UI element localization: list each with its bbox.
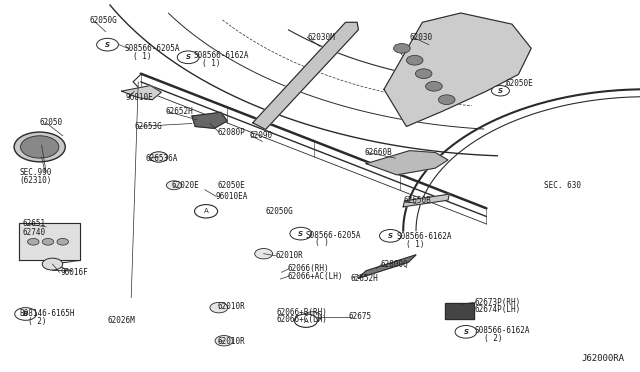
Text: 62050G: 62050G — [266, 207, 293, 216]
Text: 62653G: 62653G — [134, 122, 162, 131]
Polygon shape — [253, 22, 358, 129]
Text: 62090: 62090 — [250, 131, 273, 140]
Circle shape — [294, 314, 317, 327]
Polygon shape — [384, 13, 531, 126]
Text: (62310): (62310) — [19, 176, 52, 185]
Text: 62066+B(RH): 62066+B(RH) — [276, 308, 327, 317]
Text: SEC. 630: SEC. 630 — [544, 182, 581, 190]
Text: 62675: 62675 — [349, 312, 372, 321]
Text: 62030M: 62030M — [307, 33, 335, 42]
Circle shape — [303, 312, 321, 322]
Text: 62030: 62030 — [410, 33, 433, 42]
Text: S08566-6162A: S08566-6162A — [475, 326, 531, 335]
Text: S: S — [186, 54, 191, 60]
Text: 62650B: 62650B — [403, 196, 431, 205]
Text: ( 1): ( 1) — [406, 240, 424, 249]
Circle shape — [42, 238, 54, 245]
Circle shape — [177, 51, 199, 64]
Text: S: S — [105, 42, 110, 48]
Circle shape — [15, 308, 36, 320]
Circle shape — [426, 81, 442, 91]
Text: 62673P(RH): 62673P(RH) — [475, 298, 521, 307]
Text: S: S — [298, 231, 303, 237]
Text: S: S — [498, 88, 503, 94]
Text: 62066(RH): 62066(RH) — [288, 264, 330, 273]
Text: 62010R: 62010R — [275, 251, 303, 260]
Polygon shape — [403, 194, 449, 207]
Circle shape — [210, 302, 228, 313]
Text: S08566-6205A: S08566-6205A — [125, 44, 180, 53]
Text: S: S — [388, 233, 393, 239]
Text: 62066+C(LH): 62066+C(LH) — [276, 315, 327, 324]
Text: 62066+AC(LH): 62066+AC(LH) — [288, 272, 344, 280]
Text: 62652H: 62652H — [351, 274, 378, 283]
Text: 62020E: 62020E — [172, 182, 199, 190]
Text: 62800Q: 62800Q — [381, 260, 408, 269]
Text: 96010EA: 96010EA — [215, 192, 248, 201]
Circle shape — [57, 238, 68, 245]
Text: 96010E: 96010E — [125, 93, 153, 102]
Text: ( 1): ( 1) — [133, 52, 152, 61]
Text: 62010R: 62010R — [218, 337, 245, 346]
Circle shape — [195, 205, 218, 218]
Text: SEC.990: SEC.990 — [19, 169, 52, 177]
Text: ( ): ( ) — [315, 238, 329, 247]
Text: B: B — [23, 311, 28, 317]
Text: 62050E: 62050E — [218, 182, 245, 190]
Text: 62050: 62050 — [40, 118, 63, 127]
Circle shape — [42, 258, 63, 270]
Polygon shape — [122, 86, 161, 100]
Text: S08566-6162A: S08566-6162A — [397, 232, 452, 241]
Text: ( 2): ( 2) — [28, 317, 47, 326]
Circle shape — [492, 86, 509, 96]
Text: 62080P: 62080P — [218, 128, 245, 137]
Text: 62050G: 62050G — [90, 16, 117, 25]
Text: 62652H: 62652H — [165, 107, 193, 116]
Circle shape — [380, 230, 401, 242]
Text: ( 2): ( 2) — [484, 334, 502, 343]
Polygon shape — [192, 112, 227, 128]
Circle shape — [215, 336, 233, 346]
Circle shape — [406, 55, 423, 65]
Circle shape — [20, 136, 59, 158]
Circle shape — [97, 38, 118, 51]
Polygon shape — [19, 223, 80, 260]
Circle shape — [166, 181, 182, 190]
Polygon shape — [358, 255, 416, 278]
Circle shape — [394, 44, 410, 53]
Text: 62010R: 62010R — [218, 302, 245, 311]
Text: 62050E: 62050E — [506, 79, 533, 88]
Text: J62000RA: J62000RA — [581, 354, 624, 363]
Circle shape — [455, 326, 477, 338]
Text: A: A — [303, 318, 308, 324]
Polygon shape — [445, 303, 474, 319]
Circle shape — [14, 132, 65, 162]
Circle shape — [415, 69, 432, 78]
Text: 62674P(LH): 62674P(LH) — [475, 305, 521, 314]
Text: 62026M: 62026M — [108, 316, 135, 325]
Text: S: S — [463, 329, 468, 335]
Text: S08566-6205A: S08566-6205A — [306, 231, 362, 240]
Text: A: A — [204, 208, 209, 214]
Circle shape — [255, 248, 273, 259]
Text: 96016F: 96016F — [60, 268, 88, 277]
Text: B08146-6165H: B08146-6165H — [19, 309, 75, 318]
Text: 62660B: 62660B — [365, 148, 392, 157]
Circle shape — [150, 152, 168, 162]
Polygon shape — [366, 151, 448, 175]
Text: 62651: 62651 — [22, 219, 45, 228]
Text: 626536A: 626536A — [146, 154, 179, 163]
Text: S08566-6162A: S08566-6162A — [193, 51, 249, 60]
Text: 62740: 62740 — [22, 228, 45, 237]
Circle shape — [290, 227, 312, 240]
Text: ( 1): ( 1) — [202, 60, 220, 68]
Circle shape — [28, 238, 39, 245]
Circle shape — [438, 95, 455, 105]
